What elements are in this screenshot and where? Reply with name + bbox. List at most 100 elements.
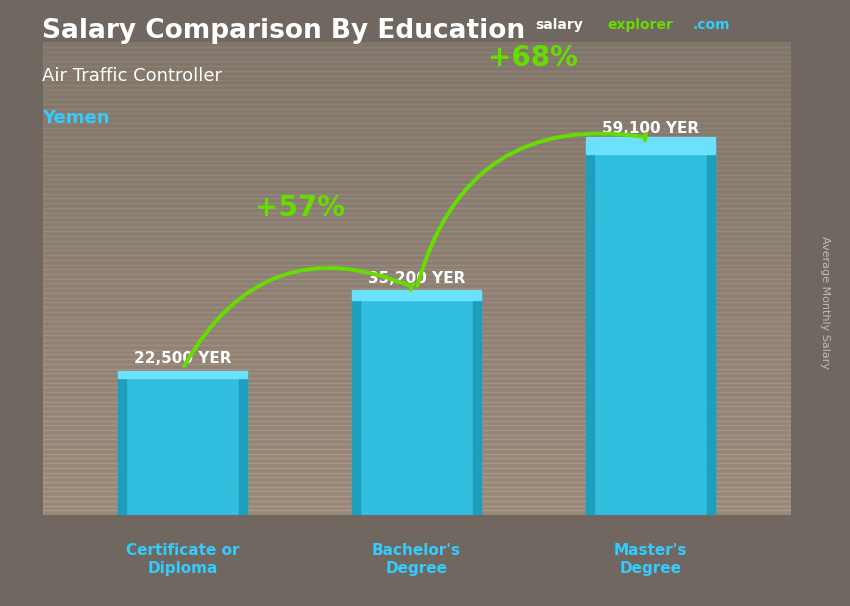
Text: explorer: explorer [608, 18, 673, 32]
Bar [42, 80, 790, 85]
Text: Average Monthly Salary: Average Monthly Salary [819, 236, 830, 370]
Bar [42, 76, 790, 80]
Bar [42, 269, 790, 274]
Bar [42, 473, 790, 478]
Bar [42, 113, 790, 118]
Bar [586, 137, 715, 154]
Text: Yemen: Yemen [42, 109, 110, 127]
Text: 59,100 YER: 59,100 YER [602, 121, 699, 136]
Bar [42, 359, 790, 364]
Bar [42, 274, 790, 279]
Bar [42, 218, 790, 222]
Bar [42, 142, 790, 147]
Bar [42, 213, 790, 218]
Bar [42, 387, 790, 392]
Bar [352, 293, 481, 515]
Bar [42, 241, 790, 245]
Bar [42, 42, 790, 47]
Bar [42, 355, 790, 359]
Bar [42, 345, 790, 350]
Bar [42, 293, 790, 298]
Text: +57%: +57% [255, 194, 344, 222]
Bar [42, 444, 790, 449]
Bar [42, 430, 790, 435]
Bar [42, 56, 790, 61]
Bar [42, 208, 790, 213]
Bar [42, 156, 790, 161]
Bar [42, 189, 790, 194]
Bar [42, 510, 790, 515]
Bar [42, 454, 790, 458]
Bar [473, 293, 481, 515]
Bar [42, 316, 790, 321]
Text: Bachelor's
Degree: Bachelor's Degree [372, 544, 461, 576]
Bar [118, 373, 247, 515]
Bar [42, 47, 790, 52]
Bar [42, 99, 790, 104]
Bar [42, 147, 790, 151]
Bar [42, 397, 790, 402]
Bar [352, 293, 360, 515]
Bar [42, 137, 790, 142]
Bar [42, 194, 790, 198]
Bar [42, 260, 790, 265]
Bar [42, 236, 790, 241]
Bar [42, 378, 790, 383]
Text: +68%: +68% [489, 44, 578, 72]
Bar [42, 468, 790, 473]
Bar [42, 104, 790, 108]
Bar [42, 250, 790, 255]
Bar [42, 151, 790, 156]
Bar [42, 66, 790, 71]
Bar [42, 487, 790, 491]
Bar [42, 392, 790, 397]
Bar [42, 421, 790, 425]
Bar [42, 198, 790, 203]
Bar [42, 222, 790, 227]
Text: Air Traffic Controller: Air Traffic Controller [42, 67, 223, 85]
Text: .com: .com [693, 18, 730, 32]
Bar [42, 165, 790, 170]
Bar [42, 425, 790, 430]
Bar [42, 85, 790, 90]
Text: 35,200 YER: 35,200 YER [368, 271, 465, 286]
Text: Salary Comparison By Education: Salary Comparison By Education [42, 18, 525, 44]
Bar [42, 373, 790, 378]
Bar [42, 279, 790, 284]
Bar [42, 364, 790, 368]
Bar [42, 61, 790, 66]
Bar [42, 118, 790, 123]
Bar [42, 175, 790, 179]
Bar [42, 496, 790, 501]
Bar [42, 203, 790, 208]
Bar [42, 132, 790, 137]
Bar [42, 350, 790, 355]
Bar [42, 505, 790, 510]
Bar [42, 52, 790, 56]
Bar [42, 298, 790, 302]
Text: 22,500 YER: 22,500 YER [134, 351, 231, 366]
Text: salary: salary [536, 18, 583, 32]
Bar [42, 411, 790, 416]
Bar [42, 416, 790, 421]
Bar [586, 142, 715, 515]
Bar [42, 368, 790, 373]
Bar [42, 312, 790, 316]
Bar [42, 255, 790, 260]
Bar [42, 402, 790, 407]
Bar [118, 371, 247, 378]
Bar [42, 127, 790, 132]
Bar [42, 265, 790, 269]
Bar [42, 123, 790, 127]
Bar [42, 336, 790, 340]
Bar [42, 458, 790, 463]
Bar [42, 170, 790, 175]
Bar [118, 373, 126, 515]
Bar [352, 290, 481, 300]
Bar [42, 245, 790, 250]
Bar [42, 307, 790, 312]
Bar [42, 449, 790, 454]
Bar [42, 184, 790, 189]
Bar [240, 373, 247, 515]
Bar [707, 142, 715, 515]
